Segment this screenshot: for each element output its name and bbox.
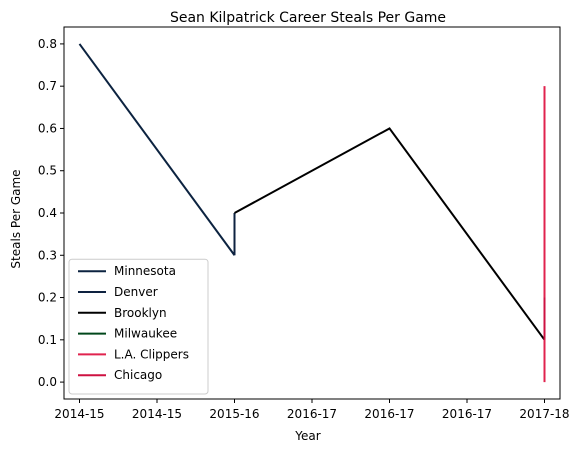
x-tick-label: 2016-17 [364, 407, 414, 421]
legend: Minnesota Denver Brooklyn Milwaukee L.A. Cli… [68, 258, 209, 395]
x-tick-label: 2016-17 [442, 407, 492, 421]
x-axis-label: Year [294, 429, 320, 443]
legend-label-brooklyn: Brooklyn [114, 306, 167, 320]
y-tick-label: 0.5 [38, 164, 57, 178]
x-tick-label: 2014-15 [54, 407, 104, 421]
legend-label-l-a-clippers: L.A. Clippers [114, 347, 189, 361]
legend-label-chicago: Chicago [114, 368, 162, 382]
y-axis-label: Steals Per Game [9, 169, 23, 268]
plot-area [78, 43, 546, 383]
legend-label-minnesota: Minnesota [114, 264, 176, 278]
x-axis: 2014-15 2014-15 2015-16 2016-17 2016-17 2016-… [54, 399, 570, 421]
series-line-minnesota [78, 43, 236, 256]
x-tick-label: 2014-15 [132, 407, 182, 421]
y-axis: 0.0 0.1 0.2 0.3 0.4 0.5 0.6 0.7 0.8 [38, 37, 64, 389]
plot-frame [63, 26, 561, 400]
x-tick-label: 2015-16 [209, 407, 259, 421]
chart-title: Sean Kilpatrick Career Steals Per Game [170, 10, 446, 26]
y-tick-label: 0.2 [38, 291, 57, 305]
y-tick-label: 0.3 [38, 248, 57, 262]
y-tick-label: 0.6 [38, 121, 57, 135]
y-tick-label: 0.7 [38, 79, 57, 93]
series-line-brooklyn [234, 127, 546, 341]
y-tick-label: 0.4 [38, 206, 57, 220]
legend-label-denver: Denver [114, 285, 158, 299]
legend-label-milwaukee: Milwaukee [114, 327, 177, 341]
y-tick-label: 0.0 [38, 375, 57, 389]
x-tick-label: 2017-18 [519, 407, 569, 421]
x-tick-label: 2016-17 [287, 407, 337, 421]
y-tick-label: 0.1 [38, 333, 57, 347]
y-tick-label: 0.8 [38, 37, 57, 51]
